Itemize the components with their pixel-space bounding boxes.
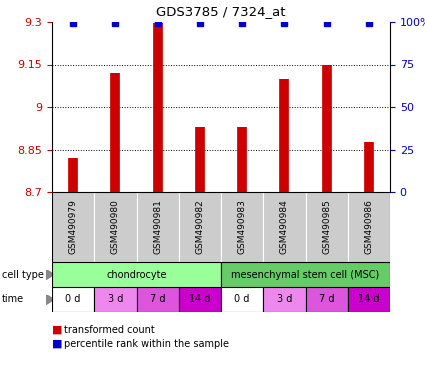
Bar [306, 192, 348, 262]
Text: ■: ■ [52, 339, 66, 349]
Text: GSM490979: GSM490979 [68, 200, 78, 255]
Bar [179, 192, 221, 262]
Bar [221, 262, 390, 287]
Text: percentile rank within the sample: percentile rank within the sample [64, 339, 229, 349]
Text: 3 d: 3 d [108, 295, 123, 305]
Text: 3 d: 3 d [277, 295, 292, 305]
Text: GSM490982: GSM490982 [196, 200, 204, 254]
Text: chondrocyte: chondrocyte [106, 270, 167, 280]
Bar [94, 287, 136, 312]
Bar [52, 287, 94, 312]
Text: GSM490986: GSM490986 [364, 200, 374, 255]
Text: cell type: cell type [2, 270, 44, 280]
Polygon shape [46, 270, 54, 280]
Bar [263, 287, 306, 312]
Text: GSM490984: GSM490984 [280, 200, 289, 254]
Text: transformed count: transformed count [64, 325, 155, 335]
Text: time: time [2, 295, 24, 305]
Bar [263, 192, 306, 262]
Bar [348, 192, 390, 262]
Text: mesenchymal stem cell (MSC): mesenchymal stem cell (MSC) [231, 270, 380, 280]
Text: GSM490980: GSM490980 [111, 200, 120, 255]
Text: 0 d: 0 d [65, 295, 81, 305]
Bar [136, 192, 179, 262]
Bar [348, 287, 390, 312]
Text: 14 d: 14 d [189, 295, 211, 305]
Text: 7 d: 7 d [150, 295, 165, 305]
Bar [94, 192, 136, 262]
Polygon shape [46, 295, 54, 305]
Text: GSM490983: GSM490983 [238, 200, 246, 255]
Text: 0 d: 0 d [235, 295, 250, 305]
Bar [179, 287, 221, 312]
Text: ■: ■ [52, 325, 66, 335]
Bar [306, 287, 348, 312]
Bar [221, 192, 263, 262]
Text: 7 d: 7 d [319, 295, 334, 305]
Text: GSM490981: GSM490981 [153, 200, 162, 255]
Text: 14 d: 14 d [358, 295, 380, 305]
Bar [136, 287, 179, 312]
Bar [221, 287, 263, 312]
Bar [52, 192, 94, 262]
Text: GSM490985: GSM490985 [322, 200, 331, 255]
Title: GDS3785 / 7324_at: GDS3785 / 7324_at [156, 5, 286, 18]
Bar [52, 262, 221, 287]
